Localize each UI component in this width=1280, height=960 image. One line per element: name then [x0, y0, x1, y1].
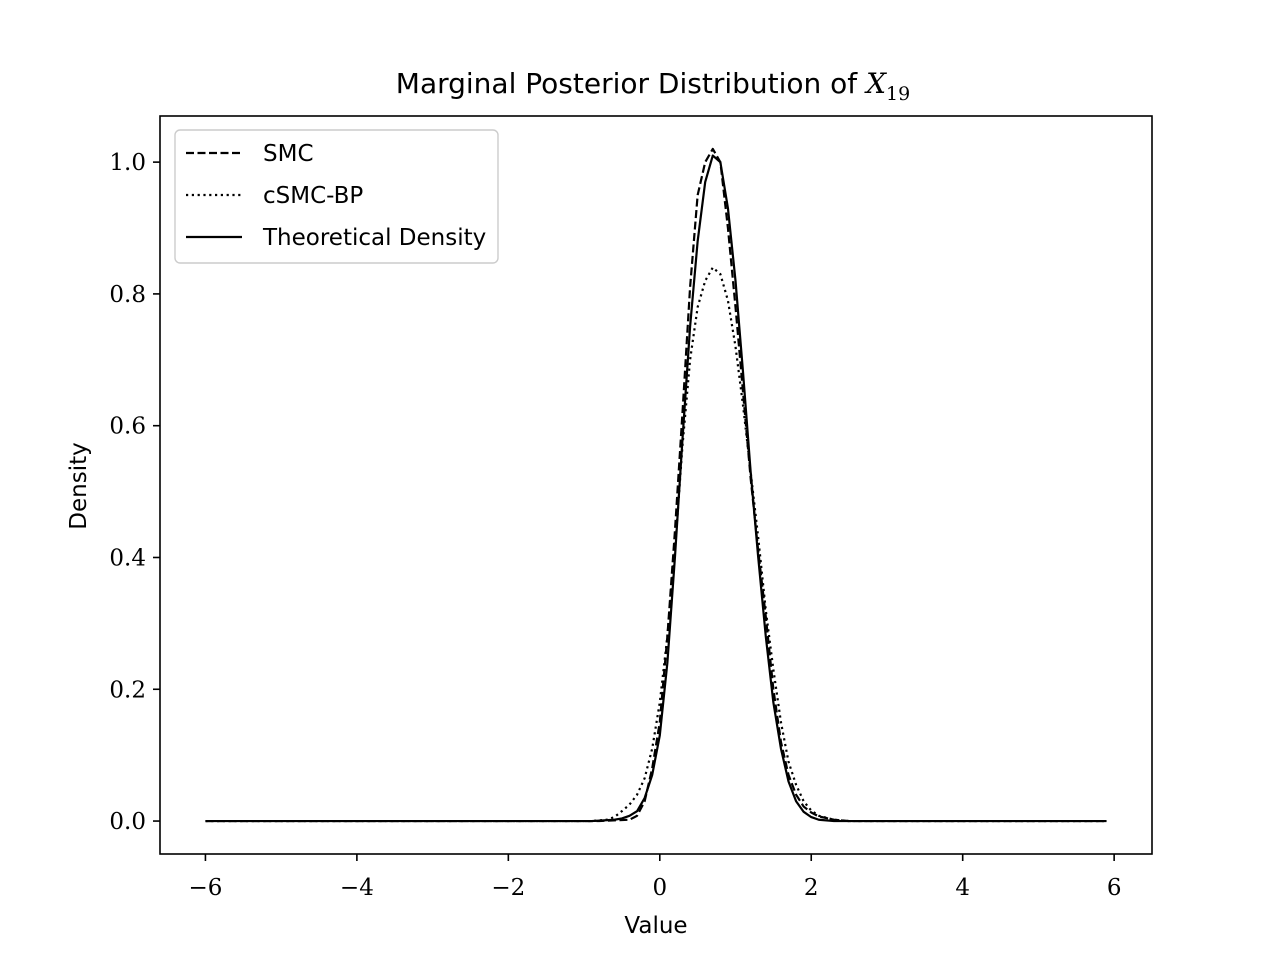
- y-tick-label: 0.2: [109, 677, 146, 703]
- legend-box: [174, 129, 499, 264]
- y-tick-label: 0.6: [109, 414, 146, 440]
- y-tick-label: 1.0: [109, 150, 146, 176]
- y-axis-label: Density: [66, 442, 92, 529]
- plot-frame: [159, 115, 1153, 855]
- x-tick-label: −2: [491, 875, 525, 901]
- plot-area: [205, 147, 1107, 823]
- y-tick-label: 0.0: [109, 809, 146, 835]
- x-tick-label: 2: [804, 875, 819, 901]
- series-line-csmc-bp: [205, 266, 1107, 823]
- legend-label-smc: SMC: [263, 141, 314, 167]
- legend-label-theoretical: Theoretical Density: [262, 225, 486, 251]
- chart-title: Marginal Posterior Distribution of X19: [396, 67, 910, 105]
- series-line-smc: [205, 147, 1107, 823]
- x-tick-label: 6: [1107, 875, 1122, 901]
- x-axis-label: Value: [624, 913, 687, 939]
- legend-label-csmc-bp: cSMC-BP: [263, 183, 363, 209]
- x-tick-label: 0: [652, 875, 667, 901]
- x-axis: −6 −4 −2 0 2 4 6: [188, 854, 1121, 901]
- y-axis: 0.0 0.2 0.4 0.6 0.8 1.0: [109, 150, 160, 835]
- series-line-theoretical-density: [205, 154, 1107, 823]
- x-tick-label: −6: [188, 875, 222, 901]
- y-tick-label: 0.4: [109, 545, 146, 571]
- legend: SMC cSMC-BP Theoretical Density: [174, 129, 499, 264]
- y-tick-label: 0.8: [109, 282, 146, 308]
- x-tick-label: 4: [955, 875, 970, 901]
- x-tick-label: −4: [340, 875, 374, 901]
